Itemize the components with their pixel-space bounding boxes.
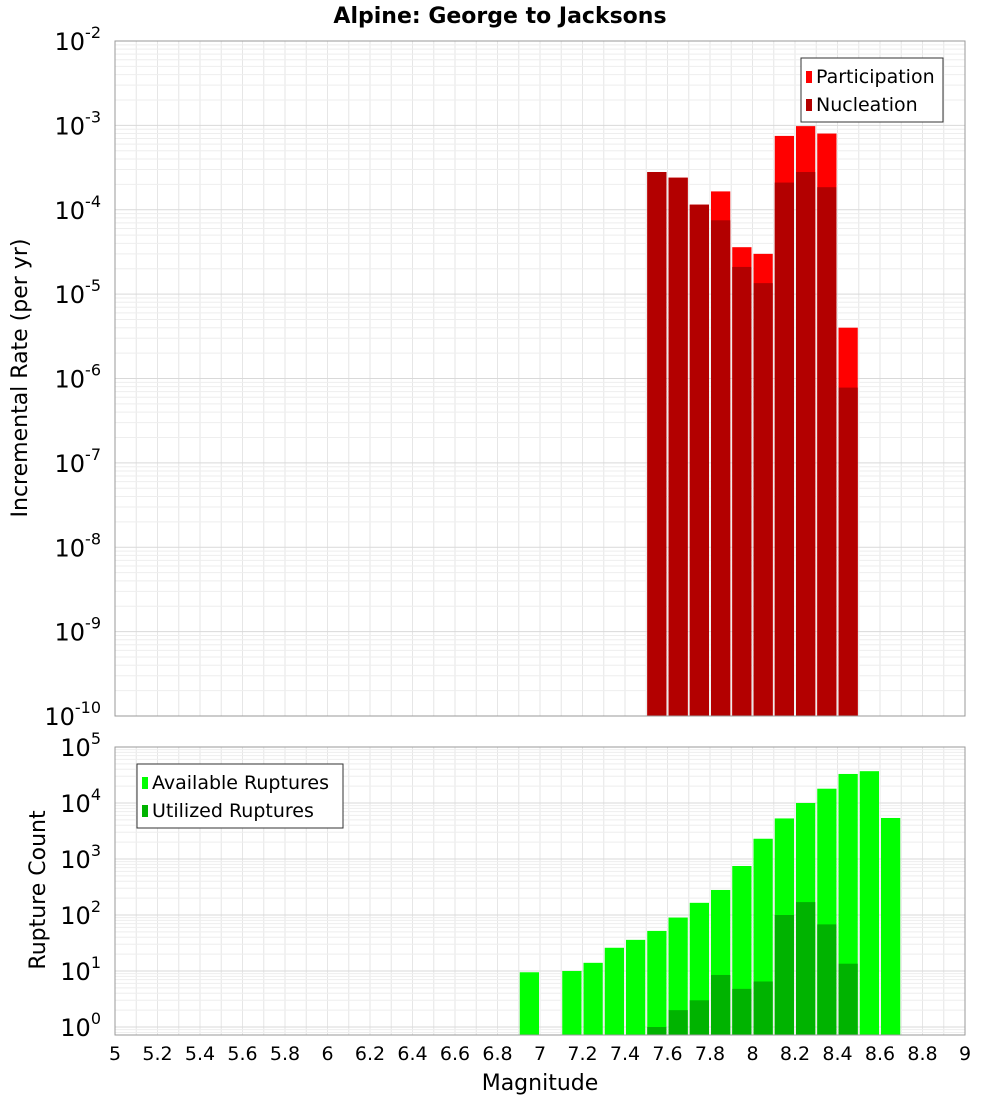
x-tick-label: 9 (959, 1043, 971, 1065)
top-y-tick-label: 10-10 (44, 698, 101, 731)
bottom-y-tick-label: 101 (60, 953, 101, 986)
top-panel: 10-10 10-9 10-8 10-7 10-6 10-5 10-4 10-3 10-2 Par… (44, 23, 966, 731)
top-plot-frame (114, 40, 966, 717)
bottom-bar (881, 817, 901, 1035)
bottom-y-tick-label: 100 (60, 1009, 101, 1042)
bottom-y-tick-label: 105 (60, 729, 101, 762)
x-tick-label: 5 (109, 1043, 121, 1065)
x-tick-label: 5.4 (185, 1043, 215, 1065)
top-y-tick-label: 10-8 (55, 529, 102, 562)
bottom-bar (689, 1000, 709, 1035)
chart-title: Alpine: George to Jacksons (333, 4, 666, 29)
top-bar (796, 172, 816, 716)
x-tick-label: 6.6 (440, 1043, 470, 1065)
x-tick-label: 6.4 (397, 1043, 427, 1065)
x-tick-label: 5.8 (270, 1043, 300, 1065)
x-tick-label: 7.6 (652, 1043, 682, 1065)
bottom-legend-label: Available Ruptures (152, 772, 329, 794)
bottom-legend-swatch (142, 805, 148, 817)
top-bar (774, 182, 794, 716)
top-y-axis-label: Incremental Rate (per yr) (8, 239, 33, 518)
x-tick-label: 8.2 (780, 1043, 810, 1065)
bottom-bar (668, 1010, 688, 1035)
top-bars (647, 126, 858, 717)
top-y-tick-label: 10-9 (55, 614, 102, 647)
top-bar (711, 220, 731, 717)
bottom-x-ticks: 5 5.2 5.4 5.6 5.8 6 6.2 6.4 6.6 6.8 7 7.2 7.4 7.6 7.8 8… (109, 1043, 971, 1065)
bottom-bar (583, 962, 603, 1035)
top-bar (732, 266, 752, 716)
x-tick-label: 7.2 (567, 1043, 597, 1065)
bottom-y-tick-label: 104 (60, 785, 101, 818)
bottom-bar (859, 771, 879, 1035)
bottom-y-tick-label: 102 (60, 897, 101, 930)
x-tick-label: 6 (321, 1043, 333, 1065)
bottom-legend-label: Utilized Ruptures (152, 800, 314, 822)
top-legend-label: Participation (816, 66, 935, 88)
top-bar (817, 187, 837, 716)
top-bar (838, 387, 858, 716)
bottom-bar (732, 988, 752, 1035)
x-axis-label: Magnitude (482, 1071, 599, 1096)
bottom-bar (668, 917, 688, 1035)
top-bar (668, 177, 688, 716)
top-legend-box (800, 57, 944, 123)
bottom-bar (647, 1027, 667, 1035)
top-bar (753, 283, 773, 716)
x-tick-label: 7 (534, 1043, 546, 1065)
x-tick-label: 8.6 (865, 1043, 895, 1065)
x-tick-label: 6.8 (482, 1043, 512, 1065)
bottom-y-tick-label: 103 (60, 841, 101, 874)
bottom-plot-frame (114, 746, 966, 1036)
x-tick-label: 8.4 (822, 1043, 852, 1065)
top-y-ticks: 10-10 10-9 10-8 10-7 10-6 10-5 10-4 10-3 10-2 (44, 23, 101, 731)
bottom-bar (711, 974, 731, 1035)
bottom-bar (753, 981, 773, 1035)
top-bar (689, 204, 709, 717)
top-legend: Participation Nucleation (800, 57, 944, 123)
bottom-bar (647, 930, 667, 1035)
top-y-tick-label: 10-7 (55, 445, 102, 478)
bottom-series-1 (647, 902, 858, 1035)
bottom-bar (838, 963, 858, 1035)
top-series-1 (647, 172, 858, 717)
top-y-tick-label: 10-6 (55, 361, 102, 394)
bottom-panel: 100 101 102 103 104 105 5 5.2 5.4 5.6 5.8 6 6.2 6.4 6.… (60, 729, 971, 1065)
top-y-tick-label: 10-5 (55, 276, 102, 309)
top-legend-swatch (806, 99, 812, 111)
x-tick-label: 7.4 (610, 1043, 640, 1065)
top-y-tick-label: 10-4 (55, 192, 102, 225)
bottom-bar (774, 915, 794, 1035)
top-legend-label: Nucleation (816, 94, 918, 116)
x-tick-label: 5.2 (142, 1043, 172, 1065)
bottom-bar (604, 947, 624, 1035)
top-grid (114, 40, 966, 717)
bottom-bars (519, 771, 901, 1035)
x-tick-label: 7.8 (695, 1043, 725, 1065)
top-y-tick-label: 10-2 (55, 23, 102, 56)
top-bar (647, 172, 667, 716)
bottom-bar (796, 902, 816, 1035)
top-legend-swatch (806, 71, 812, 83)
x-tick-label: 8 (746, 1043, 758, 1065)
bottom-legend-box (136, 763, 344, 829)
top-y-tick-label: 10-3 (55, 107, 102, 140)
bottom-bar (626, 939, 646, 1035)
x-tick-label: 8.8 (907, 1043, 937, 1065)
bottom-y-axis-label: Rupture Count (26, 810, 51, 970)
bottom-legend: Available Ruptures Utilized Ruptures (136, 763, 344, 829)
bottom-bar (817, 924, 837, 1035)
bottom-legend-swatch (142, 777, 148, 789)
bottom-bar (519, 972, 539, 1035)
bottom-bar (562, 971, 582, 1035)
bottom-y-ticks: 100 101 102 103 104 105 (60, 729, 101, 1042)
x-tick-label: 6.2 (355, 1043, 385, 1065)
x-tick-label: 5.6 (227, 1043, 257, 1065)
